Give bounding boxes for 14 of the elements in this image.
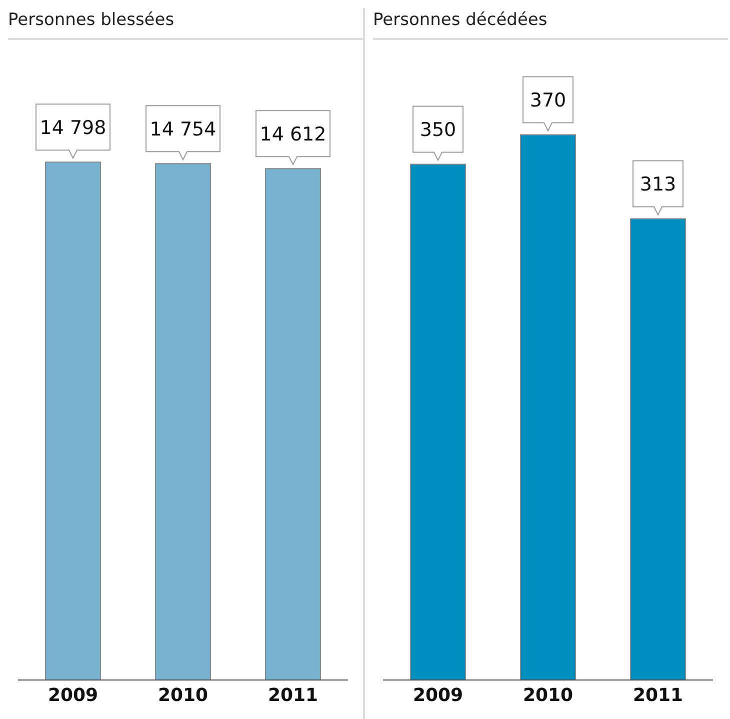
- x-tick-label: 2010: [158, 684, 208, 706]
- x-tick-label: 2011: [632, 684, 684, 706]
- data-label: 370: [530, 90, 566, 112]
- chart-title: Personnes blessées: [8, 8, 363, 40]
- data-label: 14 754: [150, 118, 216, 141]
- x-tick-label: 2011: [268, 684, 318, 706]
- data-label: 14 798: [40, 117, 106, 140]
- data-label: 350: [420, 119, 456, 142]
- chart-title: Personnes décédées: [373, 8, 728, 40]
- x-tick-label: 2009: [412, 684, 464, 706]
- data-label: 14 612: [260, 124, 326, 146]
- x-tick-label: 2010: [522, 684, 574, 706]
- x-tick-label: 2009: [48, 684, 98, 706]
- data-label: 313: [640, 174, 676, 196]
